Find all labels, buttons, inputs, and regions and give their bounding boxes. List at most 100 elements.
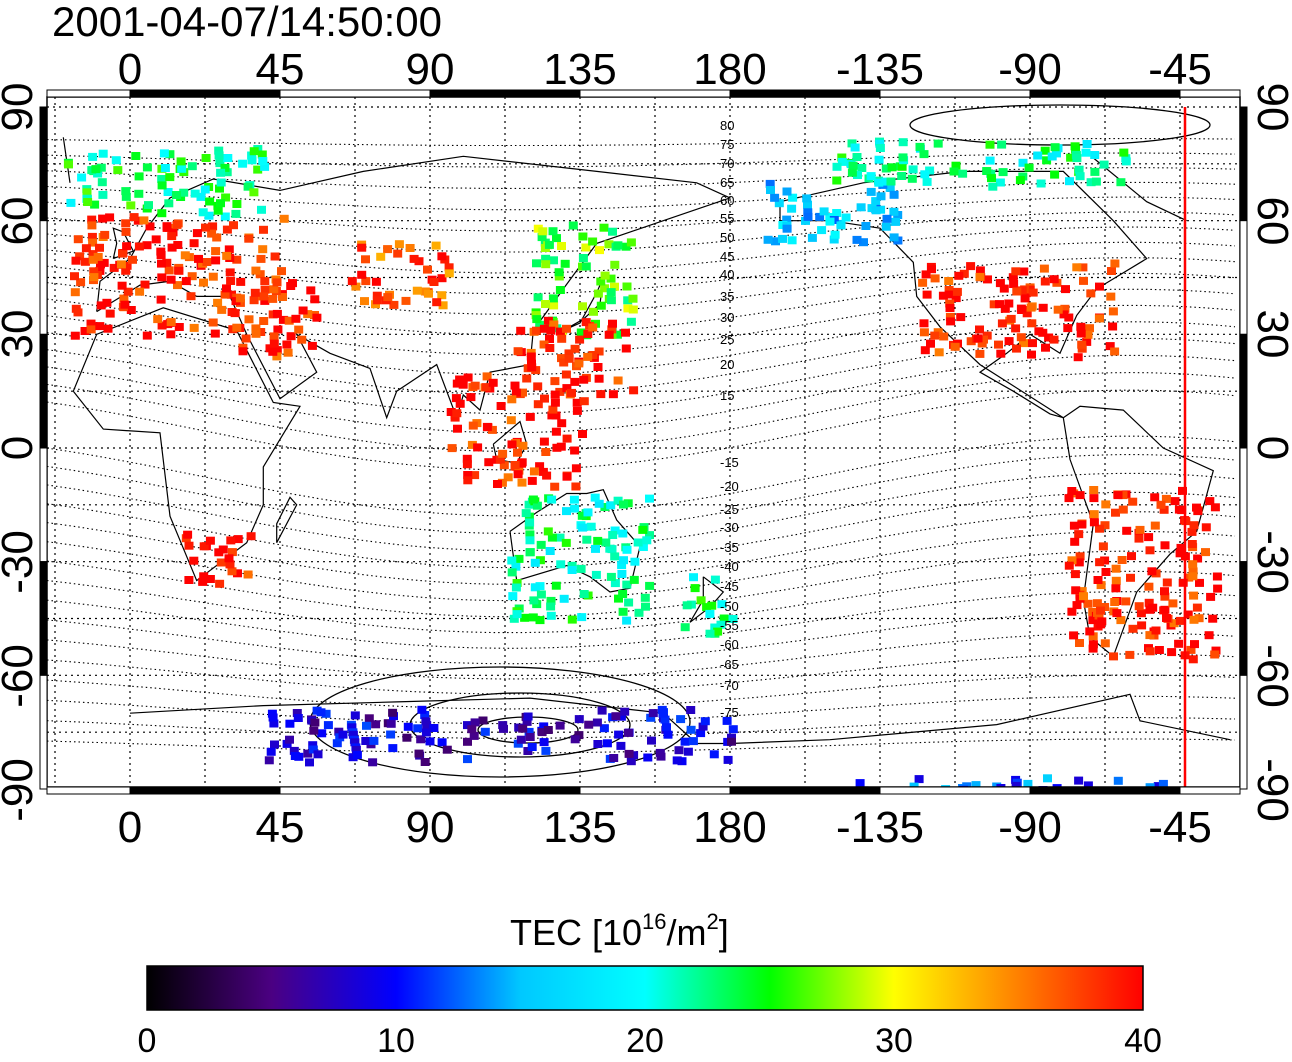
tec-cell [593, 363, 603, 371]
contour-label: 35 [720, 289, 734, 304]
tec-cell [933, 139, 943, 148]
tec-cell [510, 461, 520, 469]
tec-cell [1028, 288, 1038, 297]
tec-cell [142, 241, 152, 250]
tec-cell [1100, 639, 1110, 648]
magnetic-contour [47, 491, 1236, 569]
tec-cell [499, 461, 509, 470]
tec-cell [1160, 592, 1170, 601]
tec-cell [526, 352, 536, 361]
tec-cell [614, 730, 624, 739]
tec-cell [77, 173, 87, 182]
bottom-lon-tick-label: -90 [998, 803, 1062, 852]
tec-cell [604, 330, 614, 339]
tec-cell [881, 177, 891, 186]
tec-cell [853, 171, 862, 179]
tec-cell [1168, 599, 1178, 608]
tec-cell [214, 548, 224, 557]
tec-cell [1095, 282, 1104, 291]
tec-cell [982, 167, 992, 175]
coastline-outlines [62, 137, 1231, 745]
tec-cell [959, 269, 969, 278]
tec-cell [229, 221, 238, 230]
right-lat-tick-label: 90 [1248, 83, 1292, 132]
tec-cell [231, 209, 241, 218]
tec-cell [100, 230, 110, 239]
tec-cell [641, 602, 650, 611]
tec-cell [277, 267, 286, 276]
tec-cell [165, 173, 175, 182]
tec-cell [605, 544, 615, 553]
tec-cell [570, 504, 580, 513]
tec-cell [292, 709, 302, 717]
tec-cell [211, 256, 221, 265]
tec-cell [713, 627, 723, 636]
tec-cell [1040, 277, 1050, 286]
tec-cell [623, 499, 633, 508]
tec-cell [1049, 275, 1059, 284]
tec-cell [629, 386, 639, 395]
tec-cell [621, 328, 630, 337]
tec-cell [285, 719, 295, 728]
tec-cell [372, 291, 382, 300]
tec-cell [532, 326, 541, 335]
tec-cell [208, 222, 218, 231]
tec-cell [766, 186, 775, 194]
coastline [276, 496, 298, 543]
tec-cell [524, 727, 534, 736]
tec-cell [771, 237, 780, 246]
tec-cell [874, 155, 884, 164]
tec-cell [1040, 146, 1050, 155]
tec-cell [958, 169, 968, 178]
tec-cell [468, 421, 478, 430]
colorbar-ticks: 0 10 20 30 40 [138, 1022, 1162, 1060]
tec-cell [570, 446, 580, 455]
tec-cell [1201, 523, 1211, 532]
tec-cell [622, 282, 632, 291]
contour-label: 80 [720, 118, 734, 133]
tec-cell [850, 143, 860, 152]
tec-cell [623, 304, 633, 313]
tec-cell [1187, 527, 1197, 536]
tec-cell [383, 245, 393, 254]
tec-cell [1016, 333, 1026, 342]
tec-cell [523, 712, 533, 721]
tec-cell [529, 467, 539, 476]
tec-cell [577, 613, 587, 622]
tec-cell [220, 212, 230, 221]
tec-cell [591, 570, 601, 579]
tec-cell [95, 243, 104, 252]
tec-cell [91, 165, 101, 174]
tec-cell [437, 274, 447, 283]
tec-cell [690, 584, 700, 593]
contour-label: 40 [720, 267, 734, 282]
tec-cell [530, 583, 540, 592]
tec-cell [1074, 776, 1084, 785]
tec-cell [535, 462, 545, 471]
tec-cell [966, 262, 976, 271]
tec-cell [279, 214, 289, 223]
tec-cell [368, 758, 378, 767]
tec-cell [542, 471, 552, 480]
tec-cell [606, 572, 616, 581]
tec-cell [983, 275, 992, 284]
tec-cell [782, 187, 792, 196]
tec-cell [162, 258, 172, 267]
tec-cell [1086, 178, 1096, 187]
tec-cell [444, 269, 454, 278]
tec-cell [1089, 486, 1099, 494]
tec-cell [817, 226, 827, 235]
tec-cell [996, 784, 1006, 787]
tec-cell [174, 323, 184, 331]
tec-cell [1085, 324, 1094, 333]
tec-cell [832, 209, 842, 217]
tec-cell [623, 296, 633, 305]
tec-cell [782, 224, 792, 233]
tec-cell [249, 296, 259, 305]
magnetic-contour [47, 738, 1236, 754]
tec-cell [874, 178, 884, 187]
bottom-lon-tick-label: 90 [406, 803, 455, 852]
tec-cell [1116, 616, 1126, 625]
tec-cell [98, 190, 108, 199]
tec-cell [217, 305, 227, 314]
